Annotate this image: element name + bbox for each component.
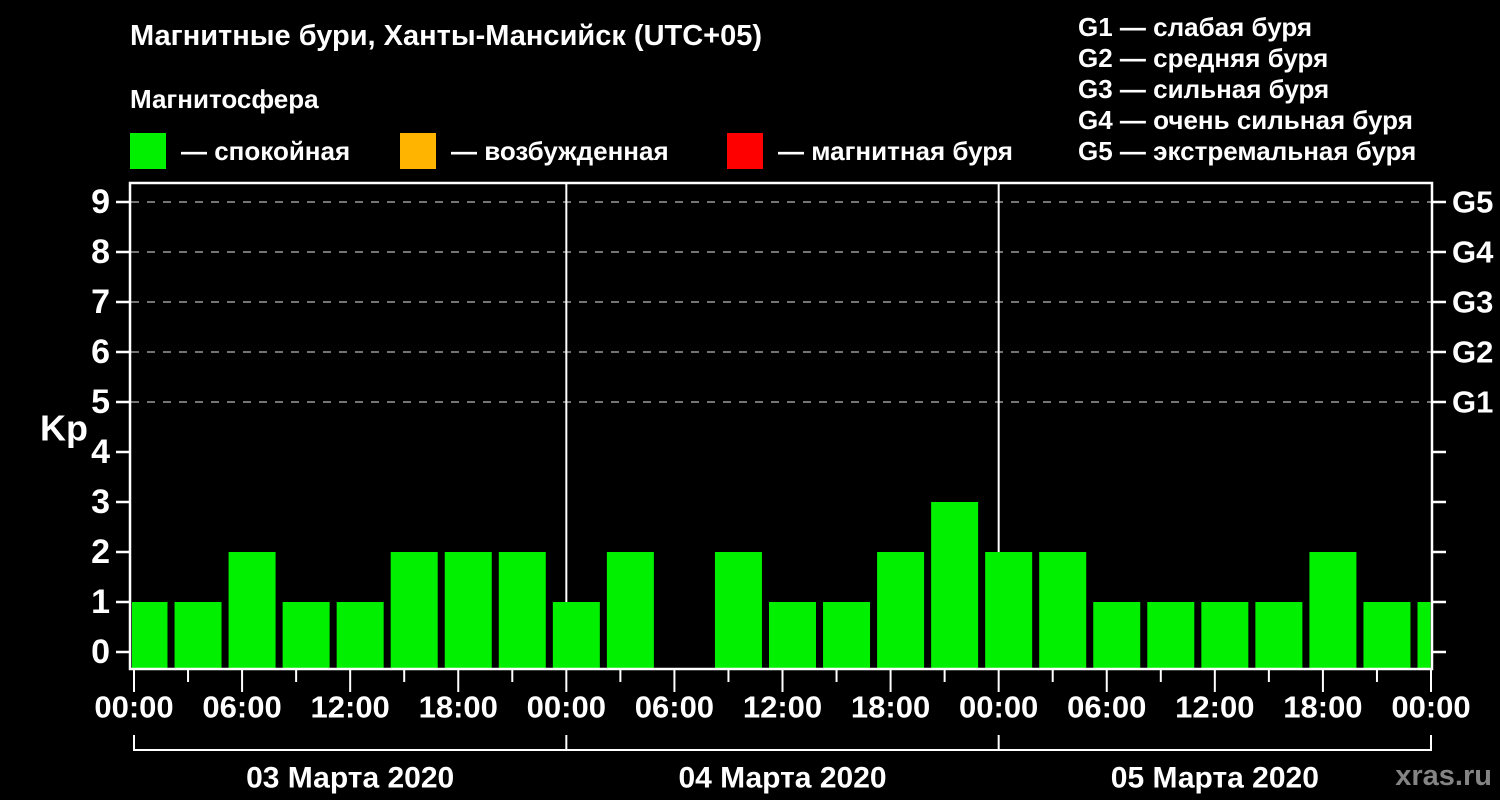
unsettled-swatch bbox=[400, 133, 436, 169]
time-label: 06:00 bbox=[635, 690, 714, 725]
legend-label-unsettled: — возбужденная bbox=[451, 135, 669, 166]
storm-scale-g2: G2 — средняя буря bbox=[1078, 43, 1329, 73]
time-label: 12:00 bbox=[743, 690, 822, 725]
time-label: 00:00 bbox=[94, 690, 173, 725]
kp-bar bbox=[390, 552, 438, 669]
time-label: 12:00 bbox=[1175, 690, 1254, 725]
g-scale-label: G3 bbox=[1452, 285, 1493, 320]
g-scale-label: G5 bbox=[1452, 185, 1493, 220]
y-tick-label: 6 bbox=[91, 333, 110, 371]
y-tick-label: 9 bbox=[91, 183, 110, 221]
magnetosphere-subtitle: Магнитосфера bbox=[130, 84, 319, 114]
storm-scale-g4: G4 — очень сильная буря bbox=[1078, 105, 1413, 135]
time-label: 18:00 bbox=[1283, 690, 1362, 725]
kp-bar bbox=[132, 602, 168, 669]
page-title: Магнитные бури, Ханты-Мансийск (UTC+05) bbox=[130, 20, 763, 52]
date-label: 04 Марта 2020 bbox=[678, 762, 886, 795]
date-label: 03 Марта 2020 bbox=[246, 762, 454, 795]
kp-bar bbox=[769, 602, 816, 669]
time-label: 06:00 bbox=[1067, 690, 1146, 725]
kp-bar bbox=[1093, 602, 1141, 669]
kp-bar bbox=[1147, 602, 1195, 669]
y-tick-label: 3 bbox=[91, 483, 110, 521]
g-scale-label: G1 bbox=[1452, 385, 1493, 420]
kp-bar bbox=[1363, 602, 1411, 669]
y-tick-label: 0 bbox=[91, 633, 110, 671]
plot-border bbox=[128, 181, 1434, 671]
kp-bar bbox=[823, 602, 871, 669]
time-label: 00:00 bbox=[1391, 690, 1470, 725]
date-label: 05 Марта 2020 bbox=[1111, 762, 1319, 795]
time-label: 06:00 bbox=[202, 690, 281, 725]
g-scale-label: G2 bbox=[1452, 335, 1493, 370]
time-label: 18:00 bbox=[851, 690, 930, 725]
kp-bar bbox=[606, 552, 654, 669]
legend-item-unsettled: — возбужденная bbox=[400, 133, 669, 169]
kp-bar bbox=[174, 602, 222, 669]
storm-scale-legend: G1 — слабая буря G2 — средняя буря G3 — … bbox=[1078, 12, 1416, 167]
kp-bar bbox=[498, 552, 546, 669]
kp-bar bbox=[714, 552, 762, 669]
time-label: 12:00 bbox=[311, 690, 390, 725]
kp-bar bbox=[444, 552, 492, 669]
y-tick-label: 7 bbox=[91, 283, 110, 321]
kp-bar bbox=[1309, 552, 1357, 669]
legend-item-quiet: — спокойная bbox=[130, 133, 350, 169]
kp-axis-label: Kp bbox=[40, 408, 88, 449]
legend-label-quiet: — спокойная bbox=[181, 135, 351, 166]
kp-bar bbox=[552, 602, 600, 669]
storm-scale-g3: G3 — сильная буря bbox=[1078, 74, 1330, 104]
kp-bar bbox=[1201, 602, 1249, 669]
storm-scale-g1: G1 — слабая буря bbox=[1078, 12, 1313, 42]
kp-bar bbox=[931, 502, 979, 669]
kp-bar bbox=[336, 602, 384, 669]
g-scale-label: G4 bbox=[1452, 235, 1494, 270]
kp-bar bbox=[877, 552, 925, 669]
time-label: 00:00 bbox=[527, 690, 606, 725]
kp-bar bbox=[1039, 552, 1087, 669]
kp-bar bbox=[1255, 602, 1303, 669]
storm-swatch bbox=[727, 133, 763, 169]
y-tick-label: 1 bbox=[91, 583, 110, 621]
y-tick-label: 4 bbox=[91, 433, 110, 471]
legend-item-storm: — магнитная буря bbox=[727, 133, 1013, 169]
legend-label-storm: — магнитная буря bbox=[778, 135, 1013, 166]
y-tick-label: 8 bbox=[91, 233, 110, 271]
kp-bar bbox=[228, 552, 276, 669]
time-label: 00:00 bbox=[959, 690, 1038, 725]
y-tick-label: 5 bbox=[91, 383, 110, 421]
xras-watermark: xras.ru bbox=[1395, 760, 1492, 792]
y-tick-label: 2 bbox=[91, 533, 110, 571]
kp-bar bbox=[282, 602, 330, 669]
time-label: 18:00 bbox=[419, 690, 498, 725]
storm-scale-g5: G5 — экстремальная буря bbox=[1078, 136, 1417, 166]
kp-bar bbox=[1417, 602, 1431, 669]
quiet-swatch bbox=[130, 133, 166, 169]
kp-bar bbox=[985, 552, 1033, 669]
